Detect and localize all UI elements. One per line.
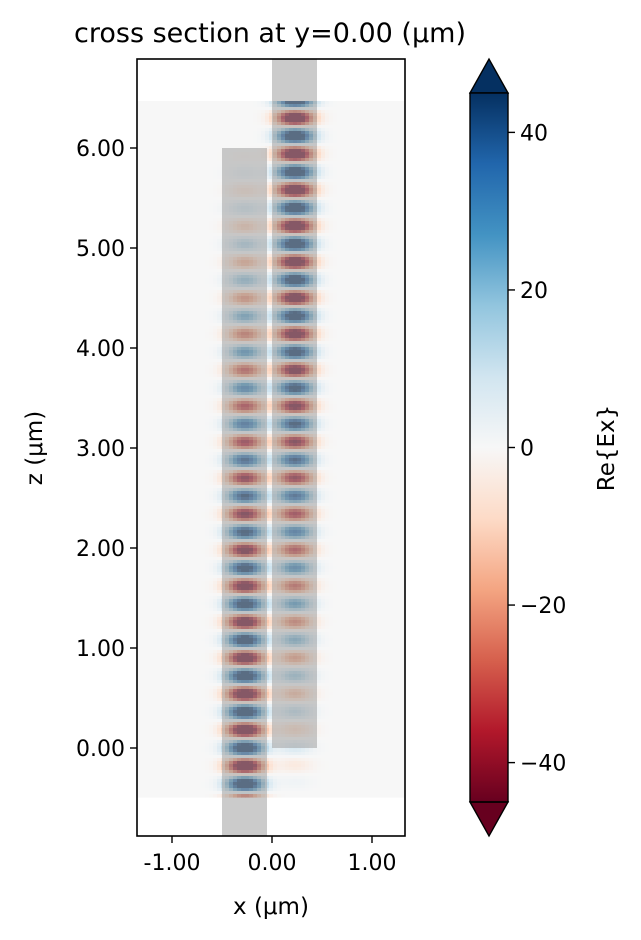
plot-area xyxy=(136,58,406,837)
y-tick-label: 5.00 xyxy=(76,237,125,262)
x-axis-label: x (μm) xyxy=(233,894,309,920)
colorbar-tick-label: 0 xyxy=(520,437,534,462)
y-tick-label: 6.00 xyxy=(76,137,125,162)
colorbar-tick-label: 20 xyxy=(520,279,548,304)
colorbar-tick-label: −20 xyxy=(520,594,566,619)
waveguide-structure-1 xyxy=(222,148,267,836)
colorbar-gradient xyxy=(470,93,508,802)
x-tick-label: -1.00 xyxy=(144,851,201,876)
x-tick-label: 1.00 xyxy=(348,851,397,876)
x-axis: -1.00 0.00 1.00 xyxy=(144,836,397,876)
y-tick-label: 4.00 xyxy=(76,337,125,362)
y-axis: 0.00 1.00 2.00 3.00 4.00 5.00 6.00 xyxy=(76,137,137,762)
y-tick-label: 2.00 xyxy=(76,537,125,562)
y-tick-label: 0.00 xyxy=(76,737,125,762)
chart-title: cross section at y=0.00 (μm) xyxy=(74,18,466,49)
colorbar-ticks: −40 −20 0 20 40 xyxy=(508,121,566,777)
y-tick-label: 1.00 xyxy=(76,637,125,662)
colorbar-tick-label: 40 xyxy=(520,121,548,146)
field-heatmap xyxy=(137,101,405,798)
x-tick-label: 0.00 xyxy=(248,851,297,876)
structures xyxy=(222,59,317,836)
y-axis-label: z (μm) xyxy=(22,411,48,485)
waveguide-structure-2 xyxy=(272,59,317,748)
colorbar: −40 −20 0 20 40 Re{Ex} xyxy=(468,57,620,838)
y-tick-label: 3.00 xyxy=(76,437,125,462)
colorbar-extend-top xyxy=(468,57,510,94)
colorbar-label: Re{Ex} xyxy=(594,405,620,492)
colorbar-tick-label: −40 xyxy=(520,752,566,777)
colorbar-extend-bottom xyxy=(468,801,510,838)
